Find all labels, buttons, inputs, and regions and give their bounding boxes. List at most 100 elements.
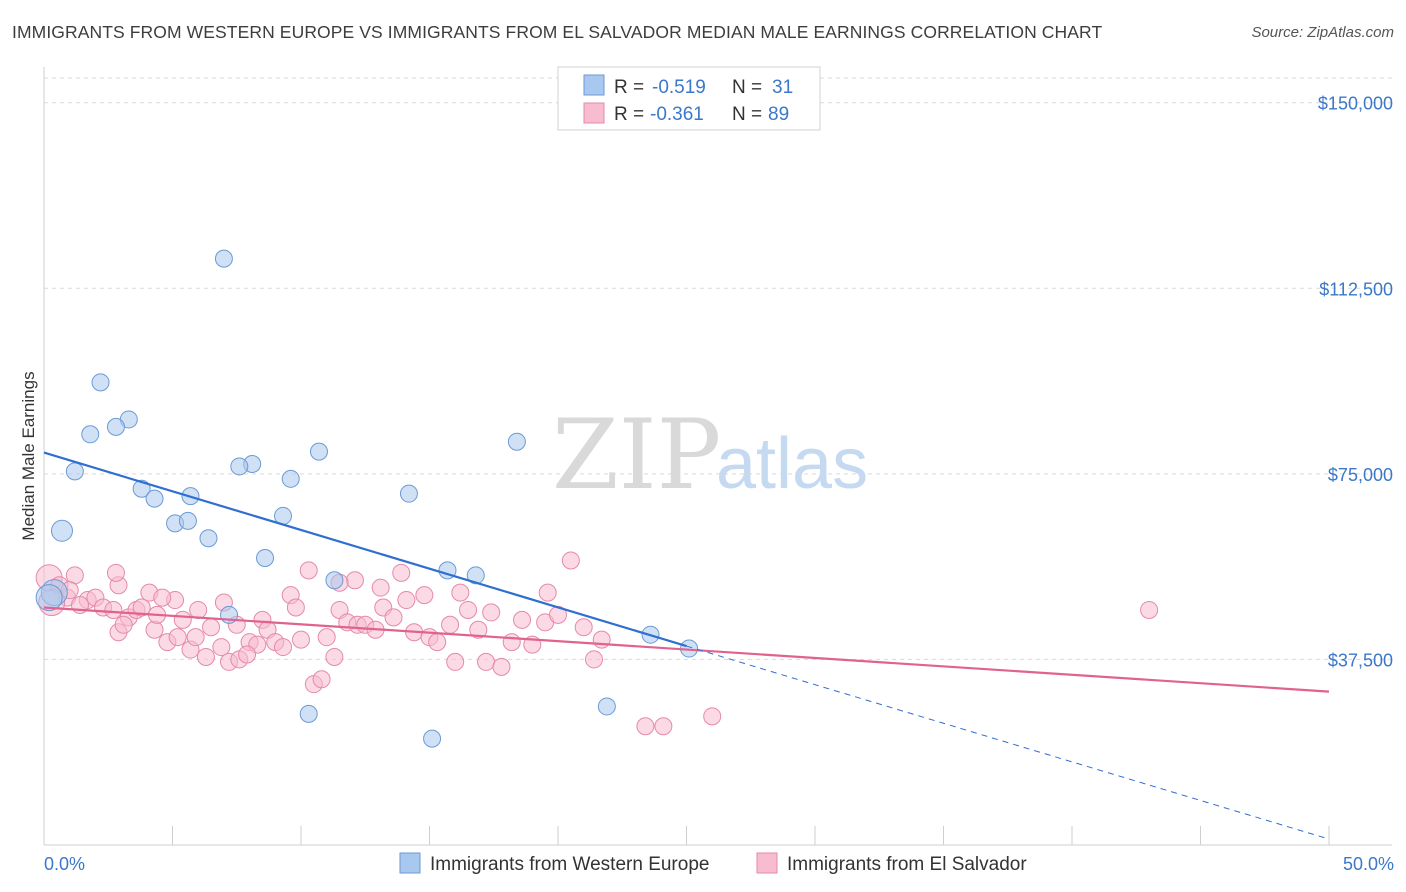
- point-el-salvador-76: [584, 650, 603, 669]
- point-el-salvador-74: [561, 551, 580, 570]
- y-tick-label-1: $75,000: [1328, 465, 1393, 485]
- watermark-atlas: atlas: [716, 424, 868, 504]
- point-el-salvador-63: [459, 600, 478, 619]
- stats-n-label-1: N =: [732, 77, 762, 98]
- point-western-europe-4: [106, 417, 125, 436]
- point-western-europe-22: [466, 566, 485, 585]
- point-el-salvador-60: [441, 615, 460, 634]
- y-tick-label-0: $37,500: [1328, 650, 1393, 670]
- point-western-europe-14: [399, 484, 418, 503]
- point-el-salvador-54: [392, 563, 411, 582]
- trend-line-western-europe-extension: [686, 645, 1330, 840]
- point-western-europe-18: [50, 519, 73, 542]
- point-el-salvador-14: [132, 598, 151, 617]
- point-el-salvador-81: [1140, 600, 1159, 619]
- stats-r-label-1: R =: [614, 77, 644, 98]
- point-el-salvador-57: [415, 586, 434, 605]
- point-el-salvador-48: [345, 571, 364, 590]
- point-el-salvador-24: [189, 600, 208, 619]
- point-el-salvador-85: [238, 645, 257, 664]
- stats-n-value-1: 31: [772, 77, 793, 98]
- stats-r-label-2: R =: [614, 104, 644, 125]
- point-el-salvador-64: [469, 620, 488, 639]
- point-el-salvador-41: [299, 561, 318, 580]
- chart-title: IMMIGRANTS FROM WESTERN EUROPE VS IMMIGR…: [12, 22, 1103, 42]
- point-western-europe-1: [91, 373, 110, 392]
- point-el-salvador-9: [104, 600, 123, 619]
- point-western-europe-20: [256, 548, 275, 567]
- legend-label-western-europe: Immigrants from Western Europe: [430, 854, 709, 875]
- point-western-europe-8: [230, 457, 249, 476]
- point-el-salvador-45: [325, 647, 344, 666]
- point-western-europe-0: [214, 249, 233, 268]
- point-el-salvador-78: [636, 717, 655, 736]
- point-el-salvador-72: [538, 583, 557, 602]
- stats-box: R = -0.519 N = 31 R = -0.361 N = 89: [557, 66, 821, 131]
- watermark-zip: ZIP: [552, 399, 721, 511]
- y-tick-label-2: $112,500: [1319, 279, 1393, 299]
- point-el-salvador-66: [482, 603, 501, 622]
- stats-n-label-2: N =: [732, 104, 762, 125]
- point-el-salvador-23: [186, 628, 205, 647]
- stats-n-value-2: 89: [768, 104, 789, 125]
- trend-lines: [43, 451, 1330, 840]
- point-el-salvador-80: [703, 707, 722, 726]
- point-el-salvador-11: [106, 563, 125, 582]
- point-western-europe-25: [35, 584, 63, 612]
- stats-r-value-2: -0.361: [650, 104, 704, 125]
- stats-swatch-pink: [583, 102, 605, 124]
- point-el-salvador-37: [274, 638, 293, 657]
- point-el-salvador-75: [574, 618, 593, 637]
- point-el-salvador-77: [592, 630, 611, 649]
- point-western-europe-30: [299, 704, 318, 723]
- point-el-salvador-53: [384, 608, 403, 627]
- point-el-salvador-26: [202, 618, 221, 637]
- point-western-europe-17: [178, 511, 197, 530]
- point-western-europe-23: [325, 571, 344, 590]
- point-el-salvador-84: [114, 615, 133, 634]
- stats-swatch-blue: [583, 74, 605, 96]
- point-el-salvador-61: [446, 652, 465, 671]
- y-tick-label-3: $150,000: [1318, 94, 1393, 114]
- point-el-salvador-43: [312, 670, 331, 689]
- point-western-europe-6: [309, 442, 328, 461]
- x-tick-label-max: 50.0%: [1343, 854, 1394, 874]
- point-el-salvador-40: [292, 630, 310, 649]
- point-el-salvador-79: [654, 717, 673, 736]
- point-el-salvador-39: [286, 598, 305, 617]
- point-western-europe-19: [199, 529, 218, 548]
- point-el-salvador-21: [173, 610, 192, 629]
- point-western-europe-31: [423, 729, 442, 748]
- point-western-europe-9: [65, 462, 84, 481]
- stats-r-value-1: -0.519: [652, 77, 706, 98]
- point-el-salvador-88: [153, 588, 172, 607]
- point-el-salvador-65: [477, 652, 496, 671]
- x-tick-label-min: 0.0%: [44, 854, 85, 874]
- legend-swatch-el-salvador: [756, 852, 778, 874]
- point-western-europe-5: [507, 432, 526, 451]
- y-tick-labels: $37,500 $75,000 $112,500 $150,000: [1318, 94, 1393, 671]
- grid-lines: [44, 77, 1392, 660]
- point-el-salvador-27: [212, 638, 231, 657]
- trend-line-western-europe: [43, 451, 687, 648]
- trend-line-el-salvador: [43, 606, 1330, 693]
- point-western-europe-12: [145, 489, 164, 508]
- point-western-europe-10: [281, 469, 300, 488]
- point-el-salvador-68: [502, 633, 521, 652]
- point-el-salvador-55: [397, 591, 416, 610]
- x-tick-marks: [43, 826, 1330, 845]
- point-el-salvador-67: [492, 657, 511, 676]
- point-western-europe-11: [132, 479, 151, 498]
- legend: Immigrants from Western Europe Immigrant…: [399, 852, 1027, 875]
- legend-label-el-salvador: Immigrants from El Salvador: [787, 854, 1027, 875]
- point-el-salvador-16: [145, 620, 164, 639]
- legend-swatch-western-europe: [399, 852, 421, 874]
- point-western-europe-29: [597, 697, 616, 716]
- point-el-salvador-25: [196, 647, 215, 666]
- point-el-salvador-69: [513, 610, 532, 629]
- point-el-salvador-44: [317, 628, 336, 647]
- point-el-salvador-87: [371, 578, 390, 597]
- source-credit: Source: ZipAtlas.com: [1251, 24, 1394, 41]
- y-axis-title: Median Male Earnings: [19, 371, 38, 540]
